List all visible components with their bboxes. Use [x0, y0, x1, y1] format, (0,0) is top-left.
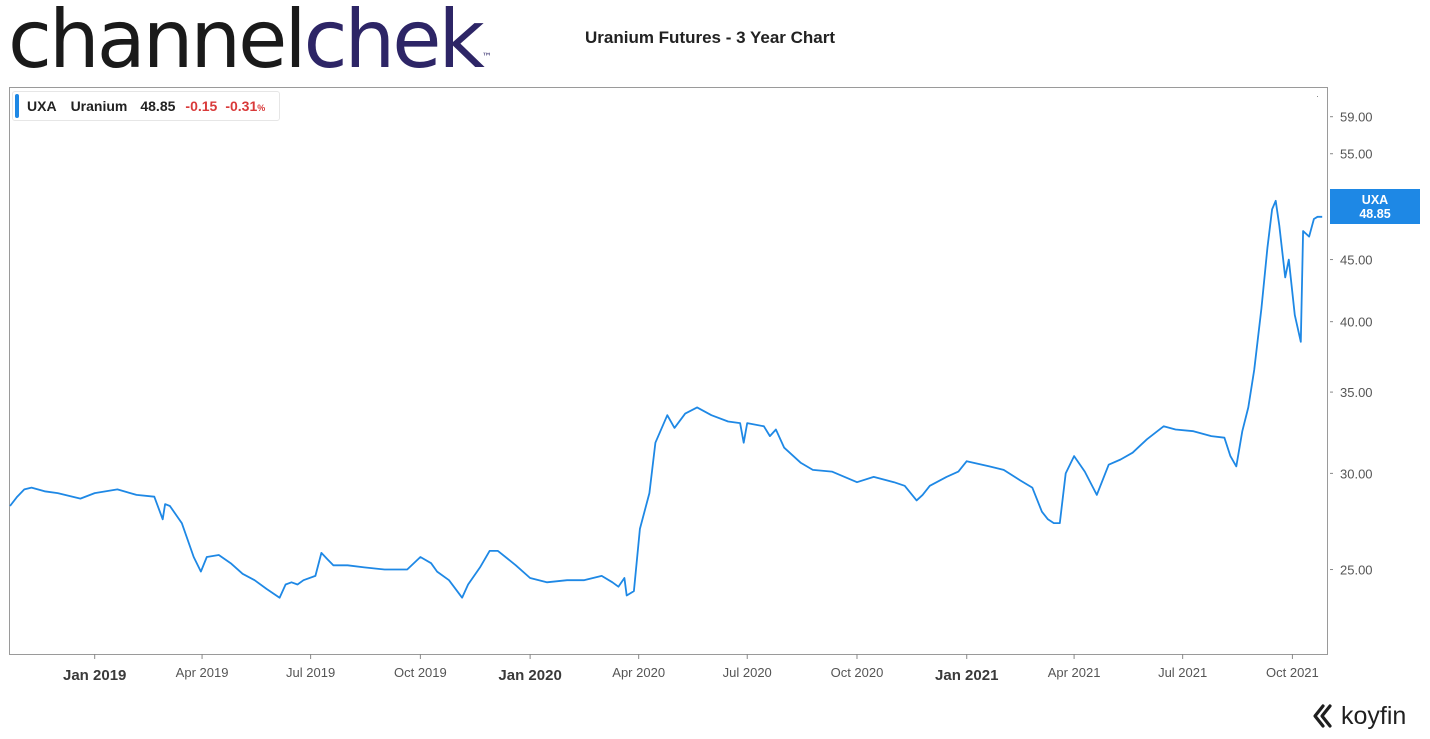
x-tick-label: Oct 2021 — [1266, 665, 1319, 680]
y-tick-label: 59.00 — [1340, 110, 1373, 125]
chart-title: Uranium Futures - 3 Year Chart — [585, 28, 836, 47]
koyfin-logo-icon — [1313, 704, 1332, 728]
logo-trademark: ™ — [481, 52, 492, 63]
legend-change: -0.15 — [185, 98, 218, 114]
plot-corner-dot: · — [1316, 91, 1319, 101]
x-tick-label: Apr 2021 — [1048, 665, 1101, 680]
legend-swatch — [15, 94, 19, 118]
koyfin-brand[interactable]: koyfin — [1312, 702, 1406, 730]
logo-text-chek: chek — [303, 0, 485, 86]
y-tick-label: 25.00 — [1340, 563, 1373, 578]
x-tick-label: Jan 2019 — [63, 667, 126, 684]
y-tick-label: 40.00 — [1340, 315, 1373, 330]
x-tick-label: Jul 2020 — [723, 665, 772, 680]
price-tag-symbol: UXA — [1361, 193, 1389, 207]
last-price-tag: UXA 48.85 — [1330, 189, 1420, 224]
y-tick-label: 45.00 — [1340, 253, 1373, 268]
legend-change-percent: -0.31% — [225, 98, 265, 114]
x-tick-label: Apr 2019 — [176, 665, 229, 680]
logo-text-channel: channel — [8, 0, 307, 86]
koyfin-wordmark: koyfin — [1341, 701, 1407, 730]
x-axis: Jan 2019 Apr 2019 Jul 2019 Oct 2019 Jan 2020… — [63, 654, 1319, 684]
x-tick-label: Jan 2021 — [935, 667, 998, 684]
series-line-uxa[interactable] — [9, 199, 1323, 599]
legend-percent-sign: % — [257, 103, 266, 113]
legend-symbol: UXA — [27, 98, 57, 114]
y-tick-label: 30.00 — [1340, 466, 1373, 481]
price-tag-value: 48.85 — [1359, 207, 1391, 221]
series-layer — [9, 199, 1323, 599]
x-tick-label: Jul 2021 — [1158, 665, 1207, 680]
y-tick-label: 55.00 — [1340, 147, 1373, 162]
x-tick-label: Apr 2020 — [612, 665, 665, 680]
plot-area[interactable] — [9, 87, 1328, 655]
legend-change-percent-value: -0.31 — [225, 98, 258, 114]
y-tick-label: 35.00 — [1340, 385, 1373, 400]
legend-last-value: 48.85 — [140, 98, 176, 114]
channelchek-logo: channelchek™ — [8, 0, 492, 80]
series-legend[interactable]: UXA Uranium 48.85 -0.15 -0.31% — [12, 91, 280, 121]
x-tick-label: Jul 2019 — [286, 665, 335, 680]
legend-name: Uranium — [70, 98, 128, 114]
x-tick-label: Oct 2020 — [831, 665, 884, 680]
x-tick-label: Jan 2020 — [498, 667, 561, 684]
x-tick-label: Oct 2019 — [394, 665, 447, 680]
